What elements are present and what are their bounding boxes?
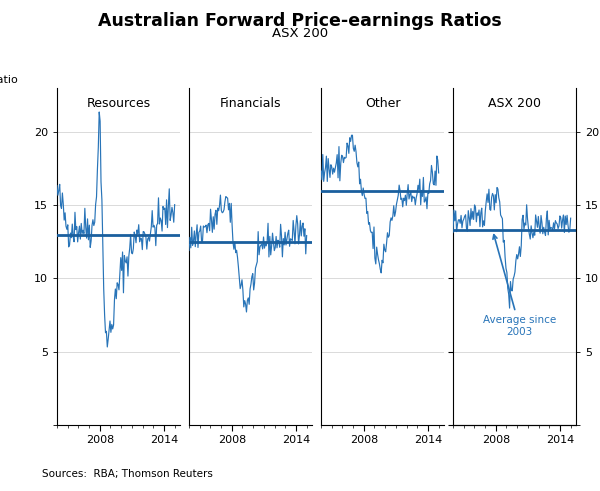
- Text: ASX 200: ASX 200: [272, 27, 328, 40]
- Text: Other: Other: [365, 97, 400, 110]
- Text: Australian Forward Price-earnings Ratios: Australian Forward Price-earnings Ratios: [98, 12, 502, 30]
- Text: Financials: Financials: [220, 97, 281, 110]
- Text: Average since
2003: Average since 2003: [482, 235, 556, 337]
- Text: Resources: Resources: [86, 97, 151, 110]
- Text: ratio: ratio: [0, 75, 17, 85]
- Text: Sources:  RBA; Thomson Reuters: Sources: RBA; Thomson Reuters: [42, 469, 213, 479]
- Text: ASX 200: ASX 200: [488, 97, 541, 110]
